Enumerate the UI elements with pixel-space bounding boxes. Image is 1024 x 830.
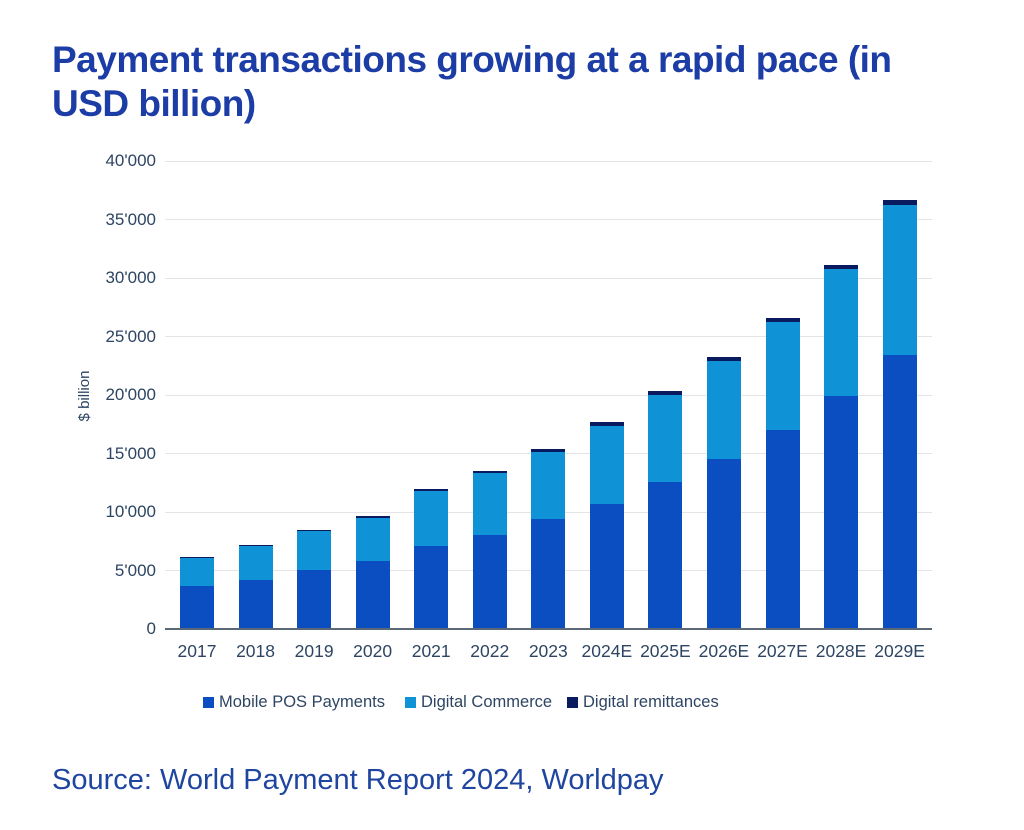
bar-2017-digital-commerce [180, 557, 214, 586]
bar-2026e-digital-remittances [706, 356, 741, 361]
bar-2026e-digital-commerce [706, 360, 741, 459]
bar-2027e-mobile-pos-payments [765, 430, 800, 629]
bar-2021-mobile-pos-payments [414, 545, 449, 629]
y-tick-label-10000: 10'000 [105, 502, 156, 521]
x-tick-label-2024e: 2024E [581, 641, 633, 661]
bar-2029e-digital-remittances [882, 199, 917, 205]
legend-label: Digital remittances [583, 692, 719, 711]
bar-2020-mobile-pos-payments [355, 560, 390, 629]
legend-item-digital-commerce: Digital Commerce [405, 690, 552, 714]
y-tick-label-15000: 15'000 [105, 443, 156, 463]
bar-2024e-digital-commerce [589, 425, 624, 504]
x-tick-label-2028e: 2028E [815, 641, 867, 661]
source-caption: Source: World Payment Report 2024, World… [52, 764, 664, 796]
legend-swatch-icon [405, 696, 416, 708]
bar-2023-digital-remittances [531, 448, 566, 452]
bar-2024e-mobile-pos-payments [589, 503, 624, 629]
y-tick-label-20000: 20'000 [105, 385, 156, 404]
bar-2028e-mobile-pos-payments [824, 395, 859, 629]
bar-2017-digital-remittances [180, 556, 214, 558]
bar-2026e-mobile-pos-payments [706, 458, 741, 629]
bar-2018-digital-remittances [238, 544, 273, 547]
bar-2022-digital-remittances [472, 470, 507, 474]
legend-item-digital-remittances: Digital remittances [567, 690, 719, 714]
x-tick-label-2019: 2019 [294, 641, 334, 661]
legend-swatch-icon [203, 696, 214, 708]
y-tick-label-0: 0 [146, 619, 156, 638]
bar-2029e-mobile-pos-payments [882, 354, 917, 629]
bar-2029e-digital-commerce [882, 204, 917, 355]
x-tick-label-2023: 2023 [528, 641, 568, 661]
legend-item-mobile-pos-payments: Mobile POS Payments [203, 690, 385, 714]
bar-2028e-digital-remittances [824, 264, 859, 269]
x-tick-label-2018: 2018 [236, 641, 276, 661]
bar-2025e-digital-remittances [648, 391, 683, 395]
bar-2022-mobile-pos-payments [472, 535, 507, 629]
bar-2020-digital-remittances [355, 516, 390, 519]
bar-2023-digital-commerce [531, 451, 566, 519]
bar-2022-digital-commerce [472, 473, 507, 536]
x-tick-label-2022: 2022 [470, 641, 510, 661]
bar-2028e-digital-commerce [824, 268, 859, 396]
gridline-35000 [165, 219, 932, 220]
bar-2021-digital-remittances [414, 488, 449, 491]
legend-label: Digital Commerce [421, 692, 553, 711]
legend-swatch-icon [567, 696, 578, 708]
x-tick-label-2021: 2021 [411, 641, 451, 661]
y-tick-label-5000: 5'000 [114, 560, 156, 580]
bar-2027e-digital-remittances [765, 317, 800, 322]
bar-2018-mobile-pos-payments [238, 579, 273, 629]
y-tick-label-35000: 35'000 [105, 209, 156, 229]
gridline-40000 [165, 160, 932, 162]
x-tick-label-2029e: 2029E [874, 641, 925, 661]
x-tick-label-2027e: 2027E [757, 641, 808, 661]
x-tick-label-2025e: 2025E [640, 641, 691, 661]
x-tick-label-2026e: 2026E [698, 641, 750, 661]
chart-title: Payment transactions growing at a rapid … [52, 39, 892, 124]
bar-2018-digital-commerce [238, 546, 273, 580]
x-tick-label-2020: 2020 [353, 641, 393, 661]
gridline-20000 [165, 394, 932, 396]
bar-2017-mobile-pos-payments [180, 585, 214, 629]
legend-label: Mobile POS Payments [219, 692, 385, 711]
bar-2019-digital-commerce [297, 531, 332, 570]
bar-2027e-digital-commerce [765, 321, 800, 431]
bar-2025e-digital-commerce [648, 394, 683, 483]
bar-2025e-mobile-pos-payments [648, 482, 683, 629]
bar-2019-mobile-pos-payments [297, 569, 332, 629]
bar-2021-digital-commerce [414, 490, 449, 546]
gridline-30000 [165, 277, 932, 279]
y-tick-label-30000: 30'000 [105, 268, 156, 287]
gridline-25000 [165, 336, 932, 337]
y-tick-label-25000: 25'000 [105, 326, 156, 346]
bar-2024e-digital-remittances [589, 422, 624, 426]
bar-2019-digital-remittances [297, 529, 332, 532]
x-axis-line [165, 628, 932, 630]
bar-2020-digital-commerce [355, 518, 390, 561]
legend: Mobile POS Payments Digital Commerce Digit… [0, 690, 1024, 714]
bar-2023-mobile-pos-payments [531, 519, 566, 629]
x-tick-label-2017: 2017 [177, 641, 217, 661]
y-tick-label-40000: 40'000 [105, 151, 156, 170]
